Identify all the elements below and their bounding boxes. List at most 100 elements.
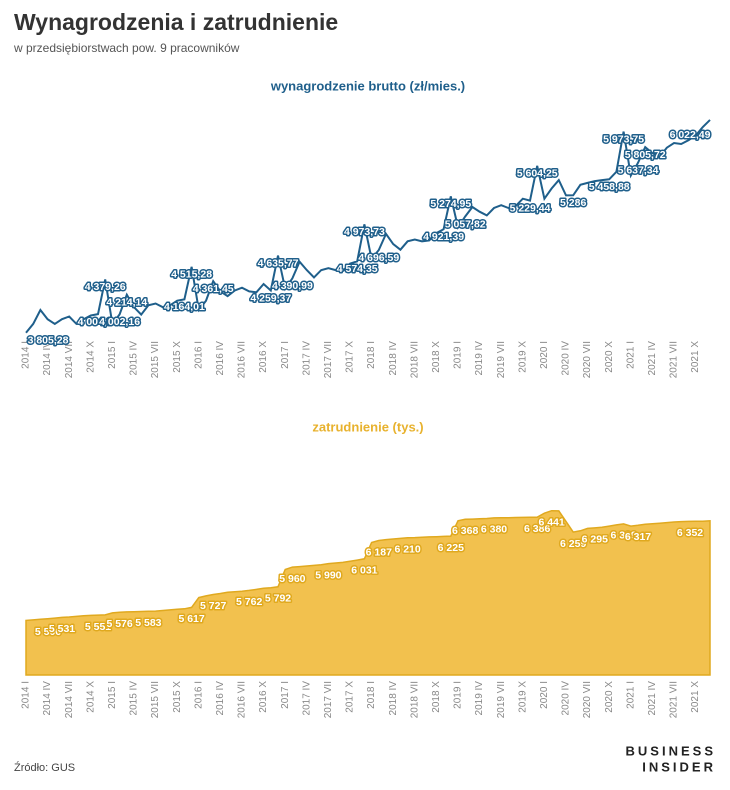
x-tick-label: 2015 VII [150,341,161,378]
x-tick-label: 2020 I [539,681,550,709]
data-label: 4 259,37 [250,292,291,304]
x-tick-label: 2016 I [193,341,204,369]
x-tick-label: 2017 I [280,681,291,709]
data-label: 5 531 [49,623,75,635]
title: Wynagrodzenia i zatrudnienie [14,9,338,35]
x-tick-label: 2020 X [604,681,615,713]
x-tick-label: 2018 IV [388,681,399,716]
x-tick-label: 2019 I [453,341,464,369]
x-tick-label: 2021 IV [647,341,658,376]
x-tick-label: 2018 I [366,681,377,709]
data-label: 5 805,72 [625,149,666,161]
x-tick-label: 2018 I [366,341,377,369]
data-label: 4 004,84 [78,316,119,328]
x-tick-label: 2014 VII [64,341,75,378]
logo: BUSINESS [626,743,716,758]
data-label: 5 604,25 [517,168,558,180]
x-tick-label: 2021 VII [669,681,680,718]
x-tick-label: 2021 IV [647,681,658,716]
x-tick-label: 2016 VII [237,341,248,378]
x-tick-label: 2015 X [172,681,183,713]
x-tick-label: 2014 VII [64,681,75,718]
data-label: 6 259 [560,538,586,550]
x-tick-label: 2014 IV [42,681,53,716]
data-label: 5 727 [200,600,226,612]
data-label: 5 551 [85,621,111,633]
x-tick-label: 2017 VII [323,341,334,378]
data-label: 5 057,82 [445,218,486,230]
x-tick-label: 2020 VII [582,681,593,718]
logo: INSIDER [642,759,716,774]
data-label: 6 441 [538,517,564,529]
data-label: 4 214,14 [106,297,147,309]
x-tick-label: 2014 X [85,681,96,713]
data-label: 5 576 [106,618,132,630]
data-label: 4 002,16 [99,316,140,328]
x-tick-label: 2016 IV [215,681,226,716]
data-label: 4 574,35 [337,263,378,275]
x-tick-label: 2018 VII [409,341,420,378]
x-tick-label: 2017 IV [301,341,312,376]
x-tick-label: 2014 I [21,681,32,709]
data-label: 6 368 [452,525,478,537]
subtitle: w przedsiębiorstwach pow. 9 pracowników [13,41,240,55]
x-tick-label: 2015 IV [129,341,140,376]
x-tick-label: 2017 I [280,341,291,369]
x-tick-label: 2015 I [107,681,118,709]
data-label: 6 187 [366,546,392,558]
data-label: 6 031 [351,565,377,577]
x-tick-label: 2017 IV [301,681,312,716]
x-tick-label: 2014 I [21,341,32,369]
data-label: 5 990 [315,569,341,581]
data-label: 5 286 [560,197,586,209]
data-label: 5 506 [35,626,61,638]
data-label: 6 317 [625,531,651,543]
data-label: 5 637,34 [618,165,659,177]
data-label: 3 805,28 [28,334,69,346]
data-label: 4 390,99 [272,280,313,292]
x-tick-label: 2021 I [625,681,636,709]
x-tick-label: 2019 X [517,341,528,373]
data-label: 5 583 [135,617,161,629]
data-label: 4 515,28 [171,269,212,281]
data-label: 6 295 [582,534,608,546]
data-label: 6 225 [438,542,464,554]
data-label: 6 352 [677,527,703,539]
data-label: 4 973,73 [344,226,385,238]
x-tick-label: 2015 X [172,341,183,373]
x-tick-label: 2018 IV [388,341,399,376]
data-label: 5 973,75 [603,133,644,145]
x-tick-label: 2017 X [345,681,356,713]
x-tick-label: 2020 I [539,341,550,369]
data-label: 4 361,45 [193,283,234,295]
x-tick-label: 2019 IV [474,341,485,376]
source: Źródło: GUS [14,761,75,774]
x-tick-label: 2017 VII [323,681,334,718]
x-tick-label: 2016 X [258,341,269,373]
data-label: 5 762 [236,596,262,608]
x-tick-label: 2019 X [517,681,528,713]
x-tick-label: 2016 I [193,681,204,709]
x-tick-label: 2021 X [690,341,701,373]
x-tick-label: 2020 X [604,341,615,373]
x-tick-label: 2018 X [431,681,442,713]
data-label: 6 380 [481,524,507,536]
x-tick-label: 2015 VII [150,681,161,718]
chart-title: zatrudnienie (tys.) [312,419,423,434]
data-label: 6 329 [610,530,636,542]
x-tick-label: 2016 VII [237,681,248,718]
data-label: 5 617 [178,613,204,625]
x-tick-label: 2014 IV [42,341,53,376]
x-tick-label: 2021 I [625,341,636,369]
x-tick-label: 2016 X [258,681,269,713]
x-tick-label: 2015 IV [129,681,140,716]
x-tick-label: 2015 I [107,341,118,369]
x-tick-label: 2020 IV [561,341,572,376]
data-label: 4 379,26 [85,281,126,293]
data-label: 4 921,39 [423,231,464,243]
x-tick-label: 2020 VII [582,341,593,378]
x-tick-label: 2020 IV [561,681,572,716]
data-label: 4 635,77 [258,257,299,269]
data-label: 5 960 [279,573,305,585]
